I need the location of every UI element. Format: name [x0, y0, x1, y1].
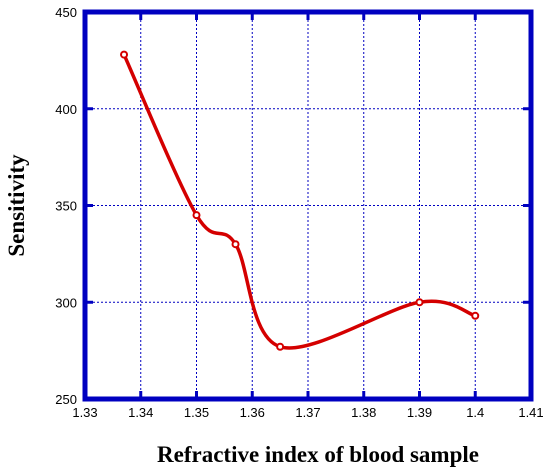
x-tick-label: 1.37 — [295, 405, 320, 420]
y-tick-label: 350 — [55, 199, 77, 214]
y-tick-label: 400 — [55, 102, 77, 117]
y-tick-label: 450 — [55, 5, 77, 20]
data-point — [192, 211, 201, 220]
data-point — [415, 298, 424, 307]
data-point — [231, 240, 240, 249]
x-tick-label: 1.35 — [184, 405, 209, 420]
x-tick-label: 1.38 — [351, 405, 376, 420]
x-tick-label: 1.4 — [466, 405, 484, 420]
axis-ticks — [83, 10, 533, 401]
data-point — [471, 311, 480, 320]
x-tick-label: 1.36 — [240, 405, 265, 420]
grid-lines — [85, 12, 531, 399]
y-tick-labels: 250 300 350 400 450 — [55, 5, 77, 407]
data-point — [276, 342, 285, 351]
x-axis-title: Refractive index of blood sample — [157, 442, 479, 467]
data-point — [120, 50, 129, 59]
x-tick-label: 1.33 — [72, 405, 97, 420]
x-tick-labels: 1.33 1.34 1.35 1.36 1.37 1.38 1.39 1.4 1.41 — [72, 405, 543, 420]
data-points — [120, 50, 480, 351]
y-tick-label: 300 — [55, 295, 77, 310]
x-tick-label: 1.39 — [407, 405, 432, 420]
x-tick-label: 1.34 — [128, 405, 153, 420]
x-tick-label: 1.41 — [518, 405, 543, 420]
y-axis-title: Sensitivity — [4, 154, 29, 257]
y-tick-label: 250 — [55, 392, 77, 407]
